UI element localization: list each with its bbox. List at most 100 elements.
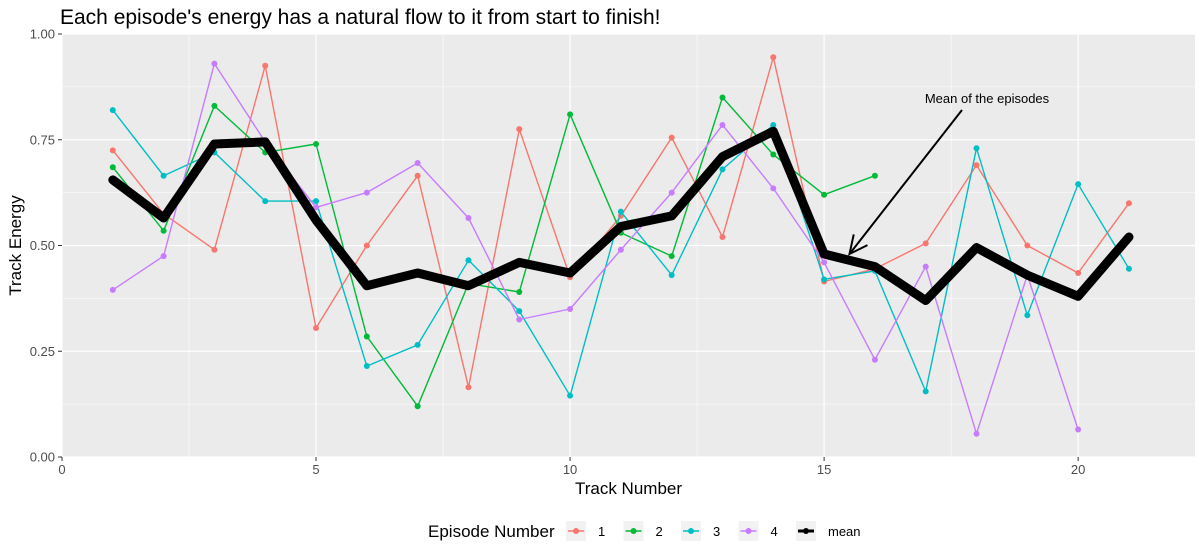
data-point-3: [668, 272, 675, 279]
legend-key-point-2: [630, 528, 637, 534]
legend-label-mean: mean: [828, 524, 861, 539]
data-point-mean: [821, 251, 827, 257]
data-point-4: [668, 189, 675, 196]
data-point-3: [1075, 181, 1082, 188]
data-point-4: [363, 189, 370, 196]
data-point-4: [313, 204, 320, 211]
data-point-3: [363, 363, 370, 370]
data-point-mean: [719, 154, 725, 160]
data-point-mean: [211, 141, 217, 147]
data-point-3: [262, 198, 269, 205]
x-tick-label: 15: [817, 462, 831, 477]
data-point-4: [160, 253, 167, 260]
series-layer: [108, 54, 1134, 437]
legend: Episode Number 1 2 3 4 mean: [428, 521, 861, 541]
data-point-2: [414, 403, 421, 410]
data-point-1: [313, 324, 320, 331]
data-point-4: [465, 215, 472, 222]
y-axis-title: Track Energy: [6, 195, 25, 296]
x-tick-label: 5: [312, 462, 319, 477]
data-point-1: [465, 384, 472, 391]
data-point-4: [719, 121, 726, 128]
data-point-4: [871, 356, 878, 363]
data-point-4: [821, 259, 828, 266]
legend-label-3: 3: [713, 524, 720, 539]
y-tick-label: 0.25: [30, 344, 55, 359]
legend-key-point-3: [688, 528, 694, 534]
data-point-1: [1024, 242, 1031, 249]
x-tick-label: 20: [1071, 462, 1085, 477]
data-point-2: [160, 227, 167, 234]
data-point-2: [313, 140, 320, 147]
data-point-3: [1024, 312, 1031, 319]
legend-key-point-mean: [803, 528, 809, 534]
y-tick-label: 0.00: [30, 450, 55, 465]
x-axis-title: Track Number: [575, 479, 682, 498]
data-point-3: [109, 107, 116, 114]
data-point-2: [567, 111, 574, 118]
data-point-1: [516, 126, 523, 133]
data-point-mean: [923, 297, 929, 303]
legend-label-1: 1: [598, 524, 605, 539]
data-point-4: [973, 430, 980, 437]
data-point-3: [1125, 265, 1132, 272]
data-point-1: [1125, 200, 1132, 207]
data-point-3: [922, 388, 929, 395]
data-point-4: [770, 185, 777, 192]
series-line-2: [112, 96, 876, 407]
data-point-4: [567, 305, 574, 312]
data-point-3: [516, 308, 523, 315]
axes: 0 5 10 15 20 0.00 0.25 0.50 0.75 1.00 Track Number…: [6, 27, 1085, 499]
data-point-2: [719, 94, 726, 101]
data-point-1: [363, 242, 370, 249]
data-point-mean: [364, 283, 370, 289]
data-point-1: [770, 54, 777, 61]
data-point-mean: [1126, 234, 1132, 240]
data-point-4: [922, 263, 929, 270]
annotation-arrow: [848, 109, 963, 255]
data-point-3: [719, 166, 726, 173]
data-point-mean: [770, 128, 776, 134]
data-point-2: [109, 164, 116, 171]
data-point-mean: [669, 213, 675, 219]
data-point-3: [821, 276, 828, 283]
annotation: Mean of the episodes: [848, 91, 1050, 256]
data-point-2: [211, 102, 218, 109]
data-point-mean: [567, 270, 573, 276]
data-point-4: [211, 60, 218, 67]
data-point-3: [160, 172, 167, 179]
data-point-3: [313, 198, 320, 205]
y-tick-label: 0.50: [30, 238, 55, 253]
data-point-4: [1075, 426, 1082, 433]
data-point-1: [973, 162, 980, 169]
data-point-3: [617, 208, 624, 215]
data-point-2: [516, 289, 523, 296]
data-point-3: [414, 341, 421, 348]
annotation-arrowhead: [848, 234, 868, 256]
data-point-4: [617, 246, 624, 253]
data-point-2: [821, 191, 828, 198]
data-point-4: [414, 160, 421, 167]
data-point-mean: [161, 215, 167, 221]
y-tick-label: 0.75: [30, 132, 55, 147]
data-point-1: [262, 62, 269, 69]
x-tick-label: 10: [563, 462, 577, 477]
legend-label-2: 2: [656, 524, 663, 539]
data-point-1: [414, 172, 421, 179]
legend-label-4: 4: [771, 524, 778, 539]
data-point-1: [211, 246, 218, 253]
data-point-mean: [465, 283, 471, 289]
data-point-1: [109, 147, 116, 154]
major-grid: [61, 33, 1195, 458]
data-point-mean: [415, 270, 421, 276]
data-point-2: [363, 333, 370, 340]
legend-title: Episode Number: [428, 522, 555, 541]
legend-key-point-4: [745, 528, 752, 534]
data-point-3: [465, 257, 472, 264]
data-point-mean: [974, 245, 980, 251]
chart-title: Each episode's energy has a natural flow…: [60, 6, 661, 29]
data-point-3: [567, 392, 574, 399]
data-point-mean: [262, 139, 268, 145]
data-point-1: [1075, 269, 1082, 276]
